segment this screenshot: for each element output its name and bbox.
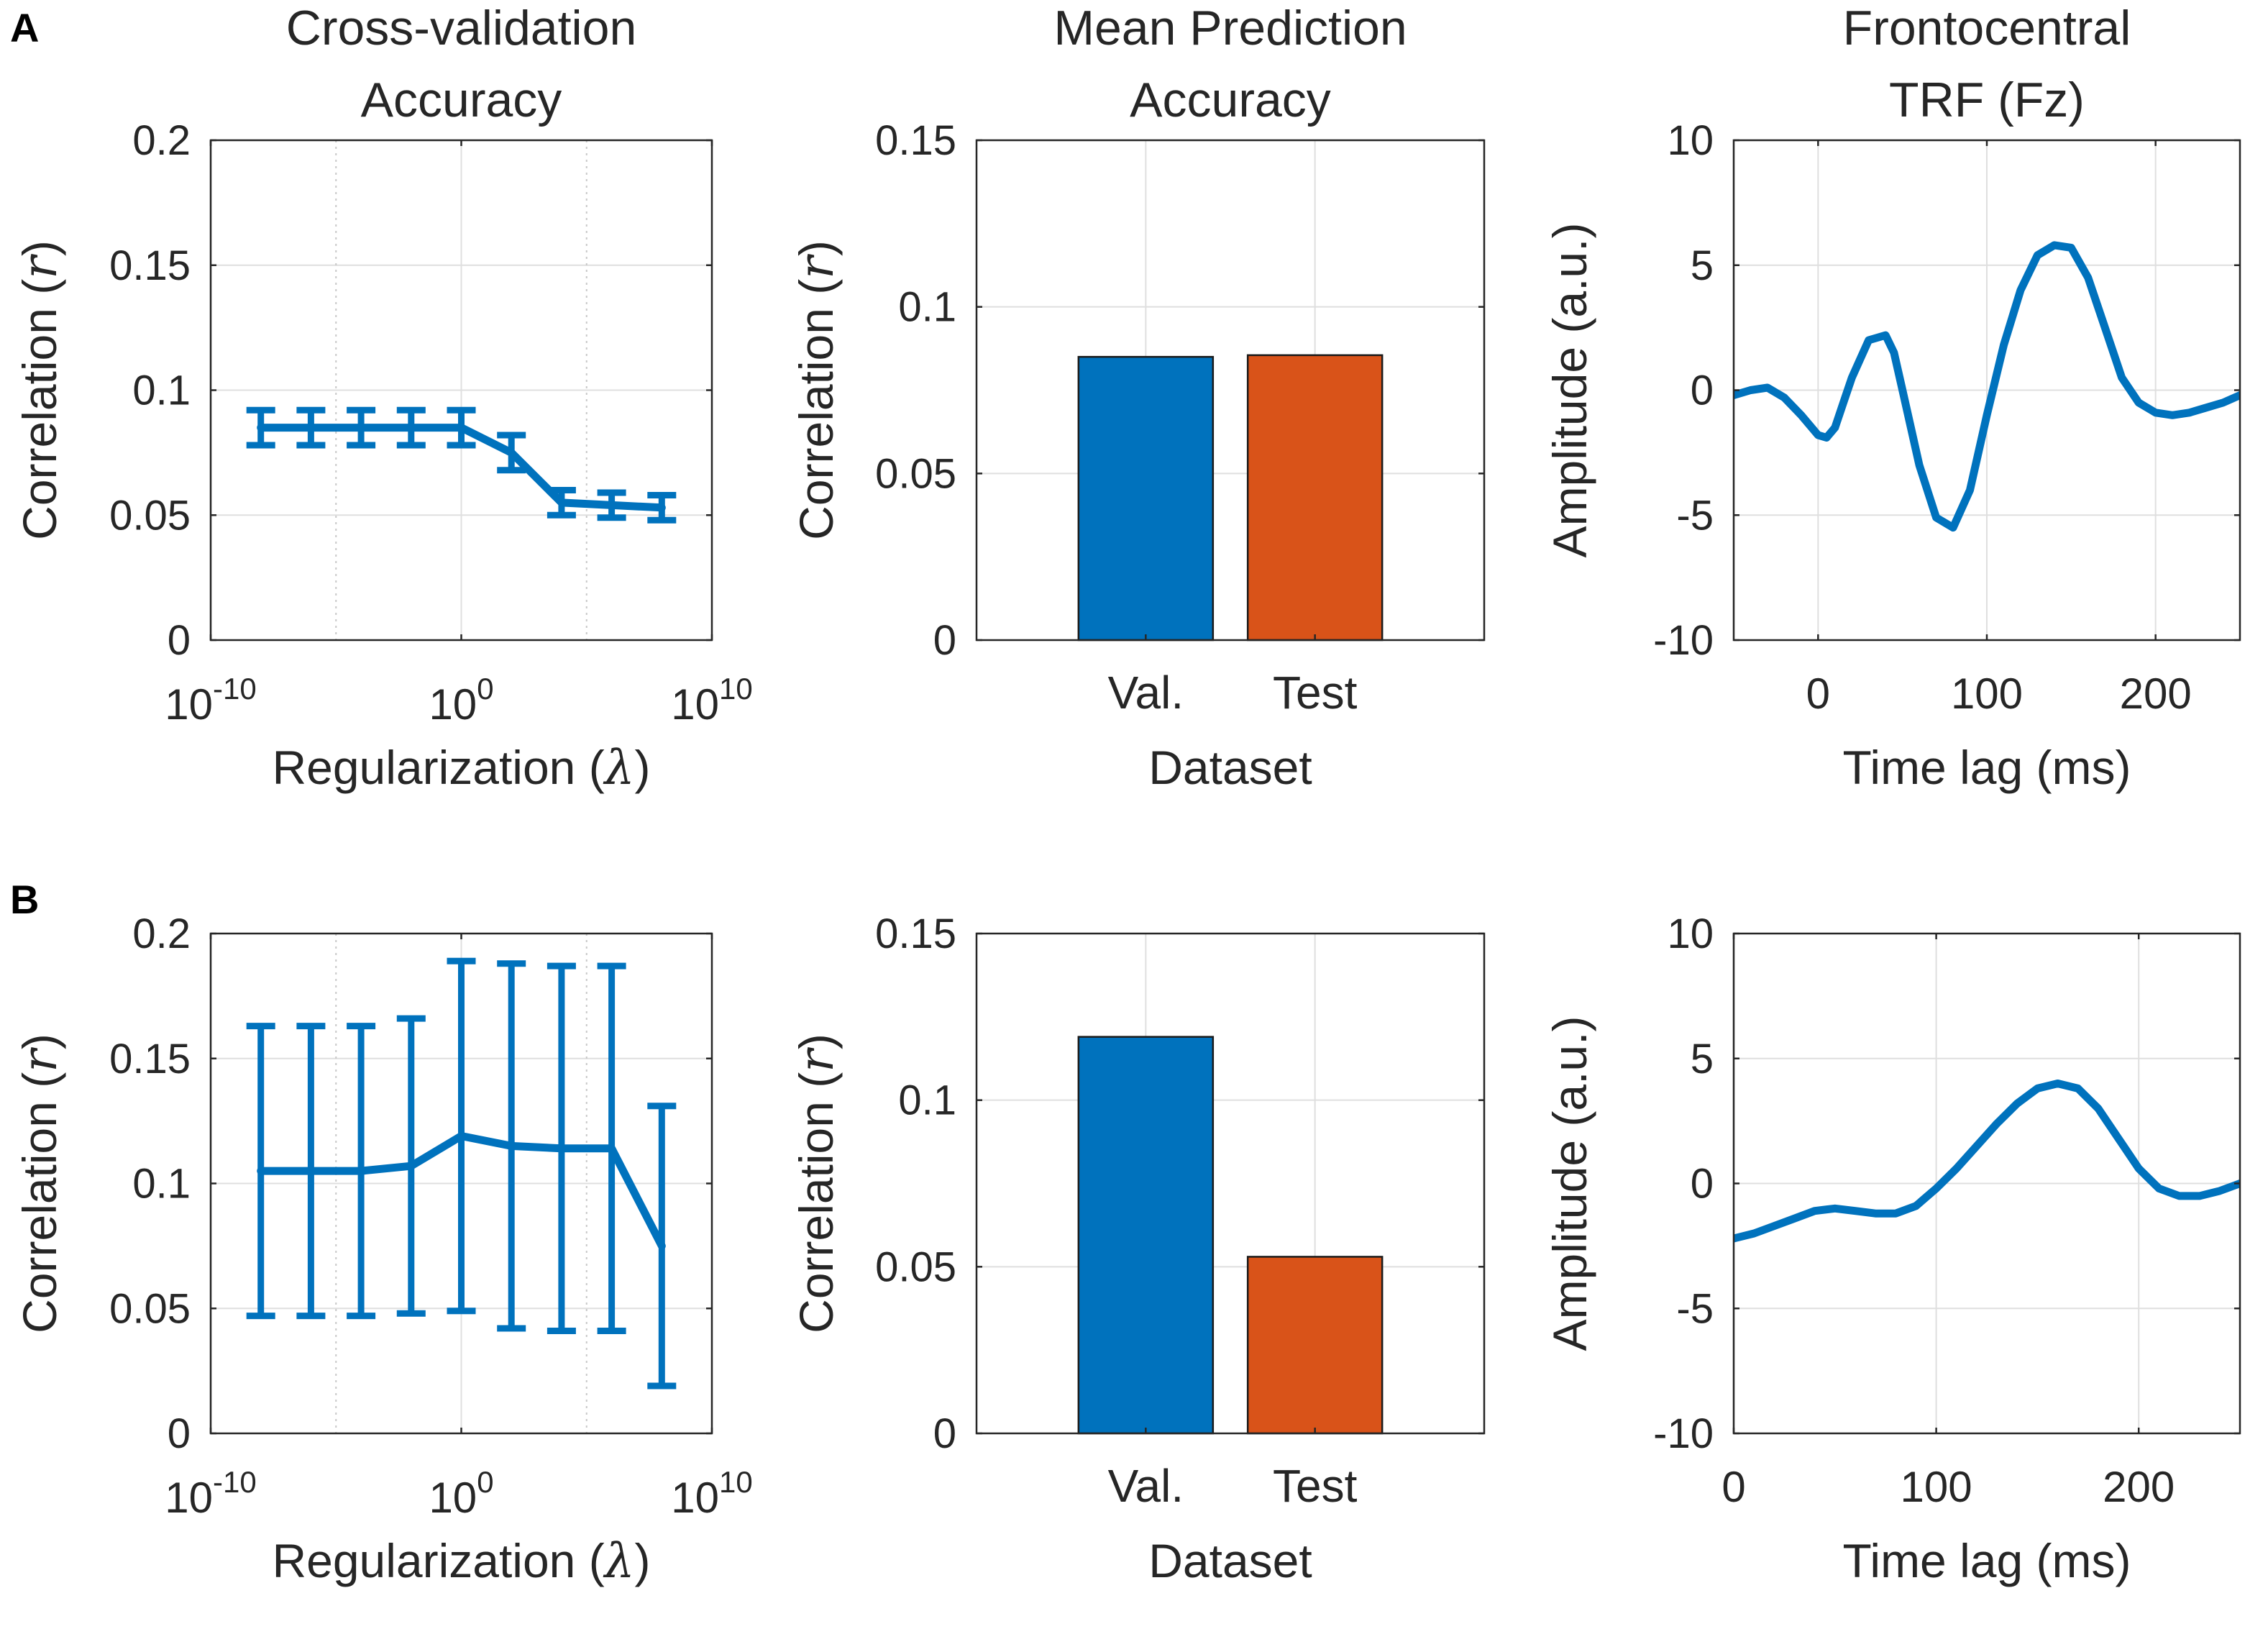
x-tick-label: 100 (1901, 1463, 1972, 1511)
chart-a1: 0 0.05 0.1 0.15 0.2 10-10 100 1010 Regularizatio… (12, 1, 753, 795)
y-tick-label: 0.2 (132, 911, 191, 957)
chart-a2: 0 0.05 0.1 0.15 Val. Test Dataset Correlation (… (789, 1, 1486, 794)
y-axis-label: Correlation (r) (789, 240, 844, 540)
y-tick-label: 0.05 (109, 1285, 191, 1332)
chart-title: Accuracy (1130, 73, 1331, 127)
y-tick-label: 0.1 (898, 1077, 956, 1124)
x-tick-label: 200 (2103, 1463, 2175, 1511)
y-tick-label: 0 (1691, 1161, 1714, 1208)
y-tick-label: -10 (1653, 1410, 1714, 1457)
x-axis-label: Regularization (λ) (272, 740, 650, 795)
y-tick-label: 0 (168, 617, 191, 664)
grid-b2 (977, 934, 1484, 1433)
panel-label-b: B (10, 877, 40, 922)
x-tick-label: Val. (1108, 667, 1184, 718)
y-tick-label: -5 (1676, 1285, 1714, 1332)
x-axis-label: Regularization (λ) (272, 1533, 650, 1589)
x-axis-label: Time lag (ms) (1843, 1534, 2131, 1587)
y-tick-label: 0.15 (109, 1036, 191, 1082)
y-tick-label: 0 (168, 1410, 191, 1457)
axes-box (975, 932, 1486, 1435)
y-tick-label: 0.1 (132, 1161, 191, 1208)
bar-val (1077, 1036, 1215, 1435)
x-tick-label: 0 (1806, 670, 1830, 718)
x-axis-label: Dataset (1148, 1534, 1312, 1587)
y-tick-label: 0 (933, 617, 956, 664)
x-tick-label: 100 (1951, 670, 2023, 718)
chart-b1: 0 0.05 0.1 0.15 0.2 10-10 100 1010 Regularizatio… (12, 911, 753, 1589)
x-tick-label: 1010 (671, 672, 752, 729)
grid-a3 (1734, 140, 2240, 640)
y-axis-label: Amplitude (a.u.) (1543, 223, 1596, 558)
y-tick-label: 0.1 (898, 284, 956, 331)
x-tick-label: 0 (1721, 1463, 1745, 1511)
y-axis-label: Correlation (r) (12, 1033, 68, 1333)
y-tick-label: 10 (1667, 911, 1714, 957)
y-tick-label: 0.05 (875, 450, 956, 497)
bar-val (1077, 355, 1215, 642)
y-tick-label: 0 (1691, 368, 1714, 414)
grid-a2 (977, 140, 1484, 640)
y-tick-label: 0.2 (132, 117, 191, 164)
bar-test (1246, 1256, 1384, 1435)
panel-label-a: A (10, 5, 40, 50)
chart-title: Mean Prediction (1053, 1, 1407, 55)
axes-box (975, 139, 1486, 642)
x-tick-label: 10-10 (165, 672, 256, 729)
chart-title: Accuracy (361, 73, 562, 127)
x-tick-label: 1010 (671, 1465, 752, 1522)
y-tick-label: -10 (1653, 617, 1714, 664)
x-tick-label: Test (1273, 667, 1358, 718)
chart-b2: 0 0.05 0.1 0.15 Val. Test Dataset Correlation (… (789, 911, 1486, 1587)
x-tick-label: 100 (429, 672, 493, 729)
grid-a1 (211, 140, 712, 640)
y-tick-label: 0 (933, 1410, 956, 1457)
y-tick-label: -5 (1676, 492, 1714, 539)
bar-test (1246, 354, 1384, 642)
y-tick-label: 5 (1691, 242, 1714, 289)
series-line (1734, 241, 2240, 532)
y-tick-label: 0.15 (109, 242, 191, 289)
chart-title: TRF (Fz) (1889, 73, 2085, 127)
y-axis-label: Correlation (r) (12, 240, 68, 540)
y-axis-label: Correlation (r) (789, 1033, 844, 1333)
chart-title: Cross-validation (286, 1, 637, 55)
y-tick-label: 5 (1691, 1036, 1714, 1082)
y-axis-label: Amplitude (a.u.) (1543, 1016, 1596, 1351)
series-line (257, 1132, 666, 1250)
y-tick-label: 0.15 (875, 911, 956, 957)
x-axis-label: Dataset (1148, 741, 1312, 794)
x-axis-label: Time lag (ms) (1843, 741, 2131, 794)
series-line (1734, 1080, 2240, 1243)
y-tick-label: 0.05 (109, 492, 191, 539)
y-tick-label: 10 (1667, 117, 1714, 164)
series-line (257, 424, 666, 512)
y-tick-label: 0.05 (875, 1244, 956, 1290)
x-tick-label: 100 (429, 1465, 493, 1522)
grid-b3 (1734, 934, 2240, 1433)
y-tick-label: 0.1 (132, 368, 191, 414)
x-tick-label: 200 (2120, 670, 2192, 718)
x-tick-label: 10-10 (165, 1465, 256, 1522)
chart-title: Frontocentral (1843, 1, 2131, 55)
x-tick-label: Test (1273, 1460, 1358, 1512)
y-tick-label: 0.15 (875, 117, 956, 164)
x-tick-label: Val. (1108, 1460, 1184, 1512)
